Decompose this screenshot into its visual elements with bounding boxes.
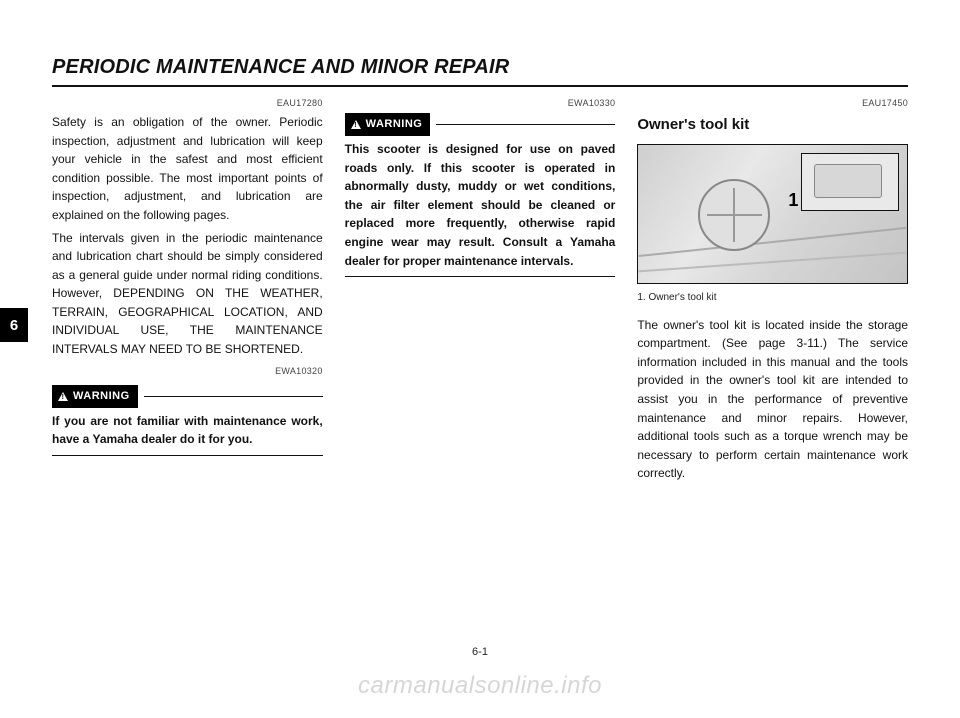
body-text: The intervals given in the periodic main… (52, 229, 323, 359)
figure-inset (801, 153, 899, 211)
warning-rule (436, 124, 615, 125)
ref-code: EAU17450 (637, 97, 908, 111)
column-3: EAU17450 Owner's tool kit 1 1. Owner's t… (637, 97, 908, 483)
body-text: Safety is an obligation of the owner. Pe… (52, 113, 323, 225)
figure-caption: 1. Owner's tool kit (637, 290, 908, 306)
header-rule (52, 85, 908, 87)
figure-compartment-icon (698, 179, 770, 251)
warning-label: WARNING (366, 116, 423, 133)
warning-badge: WARNING (52, 385, 138, 408)
figure-callout-number: 1 (788, 187, 798, 215)
columns: EAU17280 Safety is an obligation of the … (52, 97, 908, 483)
warning-badge: WARNING (345, 113, 431, 136)
warning-end-rule (52, 455, 323, 456)
section-title: Owner's tool kit (637, 113, 908, 136)
manual-page: PERIODIC MAINTENANCE AND MINOR REPAIR EA… (0, 0, 960, 718)
warning-icon (58, 392, 68, 401)
column-1: EAU17280 Safety is an obligation of the … (52, 97, 323, 483)
page-number: 6-1 (472, 646, 488, 658)
watermark: carmanualsonline.info (358, 672, 602, 700)
warning-end-rule (345, 276, 616, 277)
ref-code: EWA10320 (52, 365, 323, 379)
warning-header: WARNING (52, 385, 323, 408)
body-text: The owner's tool kit is located inside t… (637, 316, 908, 483)
column-2: EWA10330 WARNING This scooter is designe… (345, 97, 616, 483)
warning-header: WARNING (345, 113, 616, 136)
warning-text: This scooter is designed for use on pave… (345, 140, 616, 270)
ref-code: EWA10330 (345, 97, 616, 111)
warning-rule (144, 396, 323, 397)
warning-icon (351, 120, 361, 129)
warning-label: WARNING (73, 388, 130, 405)
section-tab: 6 (0, 308, 28, 342)
tool-kit-figure: 1 (637, 144, 908, 284)
warning-text: If you are not familiar with maintenance… (52, 412, 323, 449)
page-title: PERIODIC MAINTENANCE AND MINOR REPAIR (52, 56, 908, 79)
ref-code: EAU17280 (52, 97, 323, 111)
